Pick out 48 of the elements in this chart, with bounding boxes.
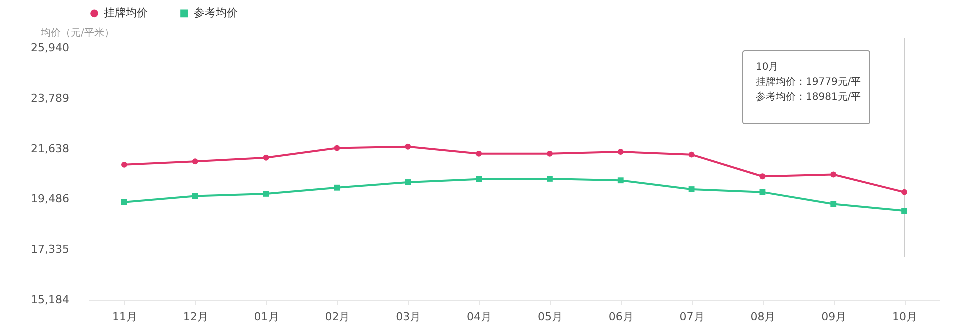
annotation: 10月 (756, 62, 779, 73)
y-tick-label: 23,789 (31, 92, 70, 105)
legend-label: 挂牌均价 (104, 6, 148, 20)
point (688, 186, 695, 192)
x-tick-label: 09月 (822, 310, 847, 324)
x-tick-label: 04月 (467, 310, 492, 324)
point (902, 208, 908, 214)
x-tick-label: 03月 (396, 310, 422, 324)
point (122, 199, 128, 206)
x-tick-label: 01月 (254, 310, 280, 324)
point (334, 184, 340, 191)
point (405, 180, 412, 186)
y-tick-label: 19,486 (31, 192, 70, 206)
point (476, 150, 482, 157)
x-tick-label: 10月 (892, 310, 918, 324)
y-tick-label: 25,940 (31, 42, 70, 54)
point (405, 144, 412, 150)
point (263, 191, 270, 197)
point (618, 149, 624, 155)
y-axis-title: 均价（元/平米） (40, 27, 114, 39)
x-tick-label: 07月 (680, 310, 705, 324)
x-tick-label: 12月 (183, 310, 208, 324)
point (547, 150, 553, 157)
point (547, 176, 553, 182)
y-tick-label: 21,638 (31, 142, 70, 156)
point (263, 154, 270, 161)
point (618, 178, 624, 184)
point (476, 176, 482, 182)
annotation: 参考均价：18981元/平 (756, 91, 862, 103)
point (192, 193, 198, 200)
point (122, 162, 128, 168)
legend-label: 参考均价 (194, 6, 238, 20)
x-tick-label: 06月 (608, 310, 634, 324)
x-tick-label: 08月 (750, 310, 776, 324)
point (760, 189, 766, 196)
annotation: 挂牌均价：19779元/平 (756, 76, 862, 88)
point (902, 189, 908, 196)
point (192, 158, 198, 165)
point (830, 172, 837, 178)
y-tick-label: 15,184 (31, 294, 70, 306)
point (688, 152, 695, 158)
point (830, 201, 837, 208)
x-tick-label: 05月 (538, 310, 563, 324)
x-tick-label: 11月 (112, 310, 138, 324)
point (334, 145, 340, 152)
point (760, 174, 766, 180)
x-tick-label: 02月 (325, 310, 350, 324)
y-tick-label: 17,335 (31, 243, 70, 256)
